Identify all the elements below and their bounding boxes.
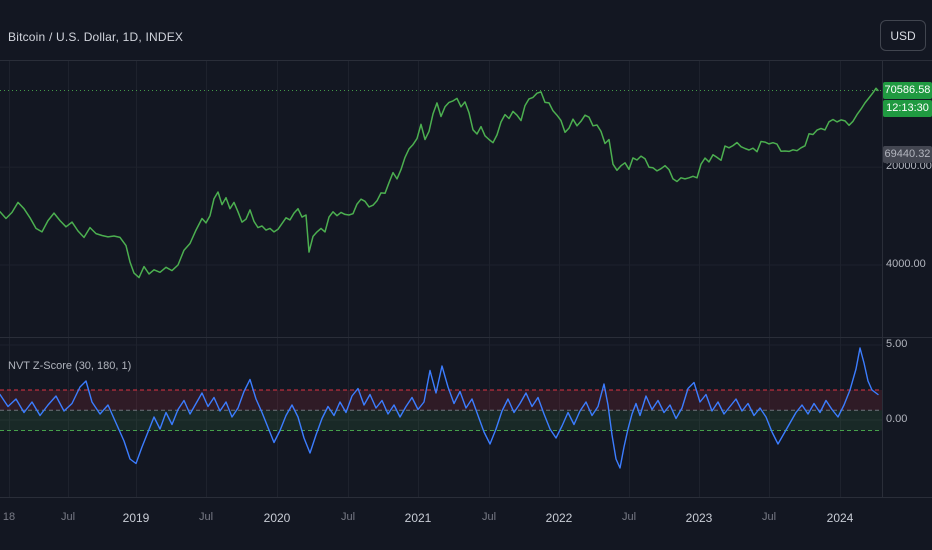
time-axis-label: 2024 (826, 511, 854, 525)
time-axis-label: 2019 (122, 511, 150, 525)
price-scale[interactable] (882, 61, 932, 497)
price-scale-label: 4000.00 (886, 258, 926, 270)
time-axis-label: Jul (340, 511, 356, 523)
secondary-price-badge: 69440.32 (883, 146, 932, 163)
time-axis-label: Jul (621, 511, 637, 523)
time-axis-label: Jul (481, 511, 497, 523)
last-price-badge: 70586.58 (883, 82, 932, 99)
indicator-scale-label: 0.00 (886, 413, 908, 425)
time-axis-label: Jul (761, 511, 777, 523)
currency-toggle-button[interactable]: USD (880, 20, 926, 51)
symbol-legend[interactable]: Bitcoin / U.S. Dollar, 1D, INDEX (8, 30, 184, 44)
indicator-legend[interactable]: NVT Z-Score (30, 180, 1) (8, 360, 132, 372)
indicator-scale-label: 5.00 (886, 338, 908, 350)
bar-countdown-badge: 12:13:30 (883, 100, 932, 117)
time-axis-label: 18 (2, 511, 16, 523)
time-axis-label: 2020 (263, 511, 291, 525)
time-axis-label: Jul (198, 511, 214, 523)
time-axis-label: 2022 (545, 511, 573, 525)
pane-separator[interactable] (0, 334, 932, 341)
price-scale-label: 20000.00 (886, 160, 932, 173)
time-axis-label: Jul (60, 511, 76, 523)
time-scale[interactable] (0, 498, 882, 550)
time-axis-label: 2021 (404, 511, 432, 525)
time-axis-label: 2023 (685, 511, 713, 525)
